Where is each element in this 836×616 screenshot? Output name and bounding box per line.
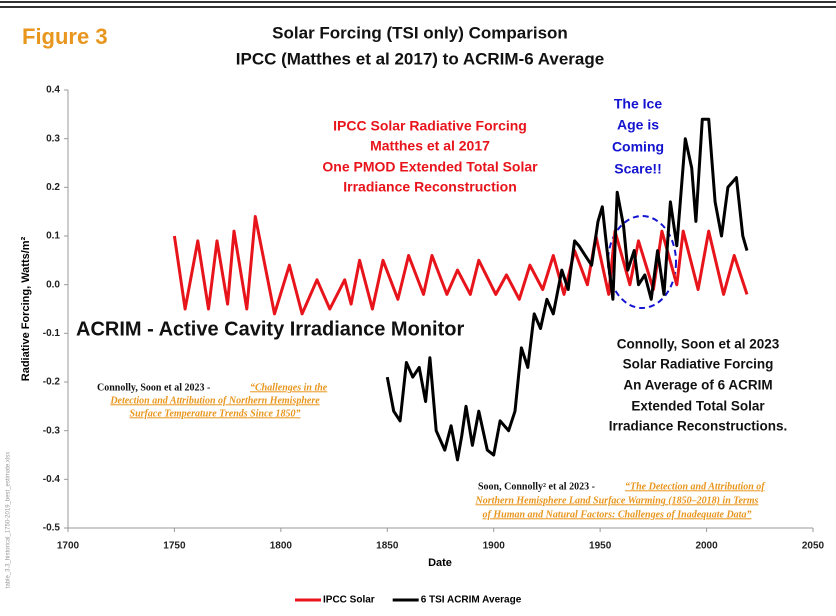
highlight-circle: [607, 215, 677, 309]
x-tick-label: 1900: [483, 541, 506, 552]
annotation: IPCC Solar Radiative Forcing: [333, 118, 527, 134]
annotation: Coming: [612, 139, 664, 155]
annotation: Matthes et al 2017: [370, 138, 490, 154]
y-axis-label: Radiative Forcing, Watts/m²: [20, 236, 32, 381]
y-tick-label: 0.3: [46, 133, 60, 144]
x-tick-label: 1850: [376, 541, 399, 552]
annotation: The Ice: [614, 96, 662, 112]
annotation: Irradiance Reconstruction: [343, 179, 517, 195]
x-axis-label: Date: [428, 557, 452, 569]
series-line: [385, 117, 749, 462]
legend-label: IPCC Solar: [323, 595, 375, 606]
citation-link: “The Detection and Attribution of: [625, 481, 766, 492]
x-tick-label: 1950: [589, 541, 612, 552]
chart-title: Solar Forcing (TSI only) Comparison: [272, 23, 568, 42]
source-file: table_3.3_historical_1750-2019_best_esti…: [6, 452, 12, 588]
citation-link: Surface Temperature Trends Since 1850”: [130, 408, 301, 419]
annotation: Solar Radiative Forcing: [623, 357, 774, 372]
legend-label: 6 TSI ACRIM Average: [421, 595, 522, 606]
y-tick-label: -0.5: [43, 523, 61, 534]
annotation: Scare!!: [614, 161, 661, 177]
citation-link: Northern Hemisphere Land Surface Warming…: [475, 495, 759, 506]
annotation: Irradiance Reconstructions.: [609, 419, 788, 434]
x-tick-label: 2000: [695, 541, 718, 552]
series-line: [172, 215, 749, 316]
citation: Connolly, Soon et al 2023 -: [97, 382, 210, 393]
chart-title: IPCC (Matthes et al 2017) to ACRIM-6 Ave…: [236, 49, 604, 68]
annotation: Age is: [617, 117, 659, 133]
citation-link: of Human and Natural Factors: Challenges…: [483, 509, 752, 520]
y-tick-label: -0.4: [43, 474, 61, 485]
x-tick-label: 1800: [270, 541, 293, 552]
x-tick-label: 1750: [163, 541, 186, 552]
citation-link: Detection and Attribution of Northern He…: [109, 395, 320, 406]
x-tick-label: 2050: [802, 541, 825, 552]
annotation: ACRIM - Active Cavity Irradiance Monitor: [76, 318, 464, 340]
y-tick-label: 0.2: [46, 182, 60, 193]
citation: Soon, Connolly² et al 2023 -: [478, 481, 595, 492]
figure-label: Figure 3: [22, 24, 108, 49]
annotation: One PMOD Extended Total Solar: [322, 159, 538, 175]
y-tick-label: -0.3: [43, 425, 61, 436]
y-tick-label: 0.4: [46, 85, 60, 96]
x-tick-label: 1700: [57, 541, 80, 552]
citation-link: “Challenges in the: [250, 382, 328, 393]
y-tick-label: -0.1: [43, 328, 61, 339]
annotation: Connolly, Soon et al 2023: [617, 337, 780, 352]
y-tick-label: 0.0: [46, 279, 60, 290]
y-tick-label: 0.1: [46, 231, 60, 242]
y-tick-label: -0.2: [43, 377, 61, 388]
annotation: Extended Total Solar: [631, 399, 765, 414]
annotation: An Average of 6 ACRIM: [623, 378, 772, 393]
